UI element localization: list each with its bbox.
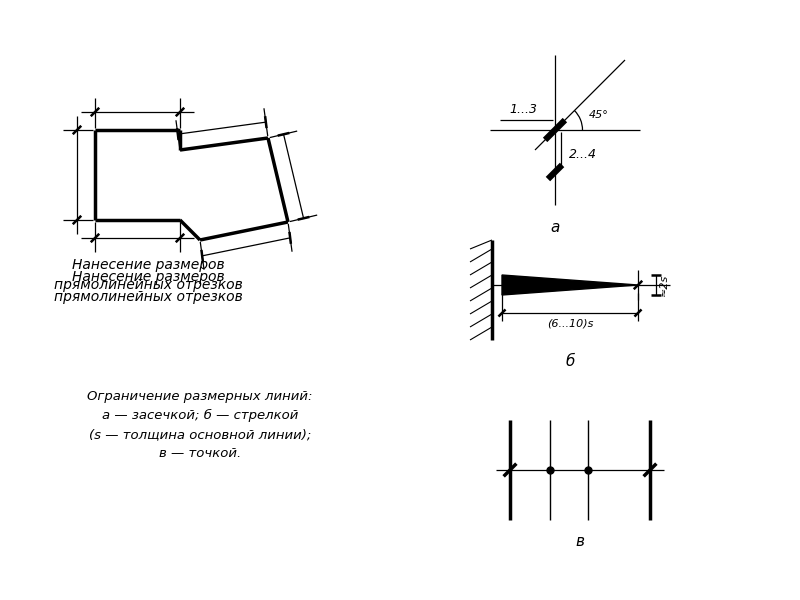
- Text: (6...10)s: (6...10)s: [547, 319, 593, 329]
- Text: б: б: [566, 355, 574, 370]
- Text: Нанесение размеров
прямолинейных отрезков: Нанесение размеров прямолинейных отрезко…: [54, 270, 242, 304]
- Polygon shape: [502, 275, 638, 295]
- Text: Ограничение размерных линий:
а — засечкой; б — стрелкой
(s — толщина основной ли: Ограничение размерных линий: а — засечко…: [87, 390, 313, 460]
- Text: 1...3: 1...3: [509, 103, 537, 116]
- Text: 2...4: 2...4: [569, 148, 597, 160]
- Text: 45°: 45°: [589, 110, 609, 120]
- Text: в: в: [575, 535, 585, 550]
- Text: а: а: [550, 220, 560, 235]
- Text: Нанесение размеров
прямолинейных отрезков: Нанесение размеров прямолинейных отрезко…: [54, 258, 242, 292]
- Text: ≈2s: ≈2s: [659, 274, 669, 296]
